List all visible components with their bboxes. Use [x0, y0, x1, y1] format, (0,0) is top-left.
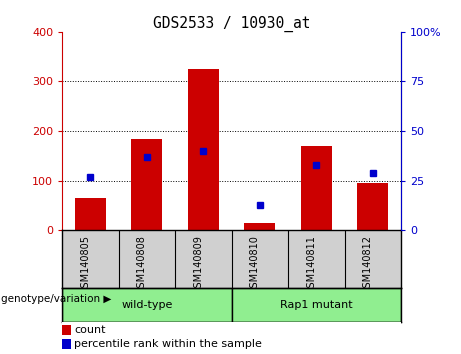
- Bar: [62, 288, 231, 322]
- Text: Rap1 mutant: Rap1 mutant: [280, 300, 353, 310]
- Bar: [231, 288, 401, 322]
- Text: GSM140805: GSM140805: [81, 235, 90, 294]
- Bar: [62, 339, 71, 349]
- Text: GSM140808: GSM140808: [137, 235, 147, 294]
- Bar: [131, 138, 162, 230]
- Bar: [75, 198, 106, 230]
- Text: GSM140810: GSM140810: [250, 235, 260, 294]
- Text: percentile rank within the sample: percentile rank within the sample: [74, 339, 262, 349]
- Title: GDS2533 / 10930_at: GDS2533 / 10930_at: [153, 16, 310, 32]
- Bar: [301, 146, 332, 230]
- Bar: [188, 69, 219, 230]
- Text: GSM140809: GSM140809: [194, 235, 203, 294]
- Bar: [357, 183, 388, 230]
- Text: GSM140812: GSM140812: [363, 235, 373, 294]
- Bar: [244, 223, 275, 230]
- Bar: [62, 325, 71, 335]
- Text: count: count: [74, 325, 106, 335]
- Text: wild-type: wild-type: [121, 300, 172, 310]
- Text: genotype/variation ▶: genotype/variation ▶: [1, 294, 111, 304]
- Text: GSM140811: GSM140811: [307, 235, 316, 294]
